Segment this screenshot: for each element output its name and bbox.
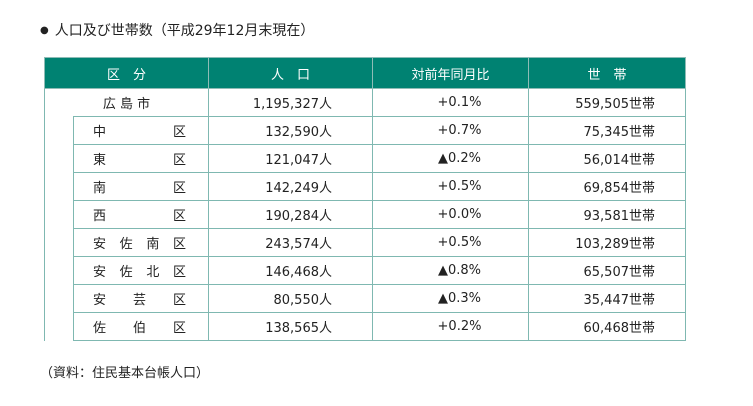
ward-change: +0.7% — [372, 116, 529, 145]
ward-change: +0.0% — [372, 200, 529, 229]
city-change: +0.1% — [372, 88, 529, 117]
header-population: 人 口 — [208, 57, 373, 89]
ward-name-char: 区 — [172, 153, 186, 168]
population-table: 区 分 人 口 対前年同月比 世 帯 広 島 市 1,195,327人 +0.1… — [44, 57, 686, 341]
ward-name-char: 区 — [172, 125, 186, 140]
table-header-row: 区 分 人 口 対前年同月比 世 帯 — [44, 57, 686, 89]
section-heading: ● 人口及び世帯数（平成29年12月末現在） — [40, 20, 314, 40]
ward-name-char: 北 — [146, 265, 160, 280]
ward-name-char: 区 — [172, 237, 186, 252]
ward-population: 138,565人 — [208, 312, 373, 341]
ward-name-char: 区 — [172, 181, 186, 196]
table-row: 中区 132,590人 +0.7% 75,345世帯 — [44, 116, 686, 145]
ward-change: ▲0.8% — [372, 256, 529, 285]
ward-change: +0.2% — [372, 312, 529, 341]
ward-households: 69,854世帯 — [528, 172, 686, 201]
table-row: 安 芸 区 80,550人 ▲0.3% 35,447世帯 — [44, 284, 686, 313]
ward-households: 65,507世帯 — [528, 256, 686, 285]
city-name: 広 島 市 — [44, 88, 209, 117]
header-yoy-change: 対前年同月比 — [372, 57, 529, 89]
table-row: 佐 伯 区 138,565人 +0.2% 60,468世帯 — [44, 312, 686, 341]
table-row: 安佐南区 243,574人 +0.5% 103,289世帯 — [44, 228, 686, 257]
ward-population: 146,468人 — [208, 256, 373, 285]
ward-name-char: 安 — [93, 237, 107, 252]
ward-population: 132,590人 — [208, 116, 373, 145]
ward-households: 93,581世帯 — [528, 200, 686, 229]
ward-name: 南区 — [44, 172, 209, 201]
ward-name-char: 安 — [93, 265, 107, 280]
source-note: （資料：住民基本台帳人口） — [40, 366, 210, 381]
ward-change: ▲0.3% — [372, 284, 529, 313]
ward-name-char: 佐 — [119, 265, 133, 280]
ward-change: +0.5% — [372, 172, 529, 201]
ward-name-char: 区 — [172, 321, 186, 336]
ward-name-char: 南 — [93, 181, 107, 196]
ward-name-char: 芸 — [132, 293, 146, 308]
header-households: 世 帯 — [528, 57, 686, 89]
ward-population: 142,249人 — [208, 172, 373, 201]
ward-name: 東区 — [44, 144, 209, 173]
ward-population: 190,284人 — [208, 200, 373, 229]
ward-households: 56,014世帯 — [528, 144, 686, 173]
ward-change: ▲0.2% — [372, 144, 529, 173]
ward-name-char: 中 — [93, 125, 107, 140]
heading-text: 人口及び世帯数（平成29年12月末現在） — [54, 23, 315, 39]
ward-name-char: 佐 — [93, 321, 107, 336]
table-row: 西区 190,284人 +0.0% 93,581世帯 — [44, 200, 686, 229]
table-row: 東区 121,047人 ▲0.2% 56,014世帯 — [44, 144, 686, 173]
ward-name-char: 南 — [146, 237, 160, 252]
ward-name: 安芸区 — [44, 284, 209, 313]
ward-name: 西区 — [44, 200, 209, 229]
ward-name: 佐伯区 — [44, 312, 209, 341]
city-population: 1,195,327人 — [208, 88, 373, 117]
ward-households: 75,345世帯 — [528, 116, 686, 145]
ward-name-char: 佐 — [119, 237, 133, 252]
table-row: 安佐北区 146,468人 ▲0.8% 65,507世帯 — [44, 256, 686, 285]
city-households: 559,505世帯 — [528, 88, 686, 117]
ward-change: +0.5% — [372, 228, 529, 257]
table-row: 南区 142,249人 +0.5% 69,854世帯 — [44, 172, 686, 201]
ward-name: 中区 — [44, 116, 209, 145]
ward-name: 安佐南区 — [44, 228, 209, 257]
ward-population: 80,550人 — [208, 284, 373, 313]
ward-population: 243,574人 — [208, 228, 373, 257]
ward-name-char: 区 — [172, 209, 186, 224]
table-row-city: 広 島 市 1,195,327人 +0.1% 559,505世帯 — [44, 88, 686, 117]
ward-name-char: 東 — [93, 153, 107, 168]
ward-households: 103,289世帯 — [528, 228, 686, 257]
header-district: 区 分 — [44, 57, 209, 89]
ward-households: 35,447世帯 — [528, 284, 686, 313]
bullet-icon: ● — [40, 25, 49, 36]
ward-name-char: 伯 — [132, 321, 146, 336]
ward-name-char: 区 — [172, 293, 186, 308]
ward-name: 安佐北区 — [44, 256, 209, 285]
ward-name-char: 西 — [93, 209, 107, 224]
ward-name-char: 区 — [172, 265, 186, 280]
ward-households: 60,468世帯 — [528, 312, 686, 341]
ward-name-char: 安 — [93, 293, 107, 308]
ward-population: 121,047人 — [208, 144, 373, 173]
